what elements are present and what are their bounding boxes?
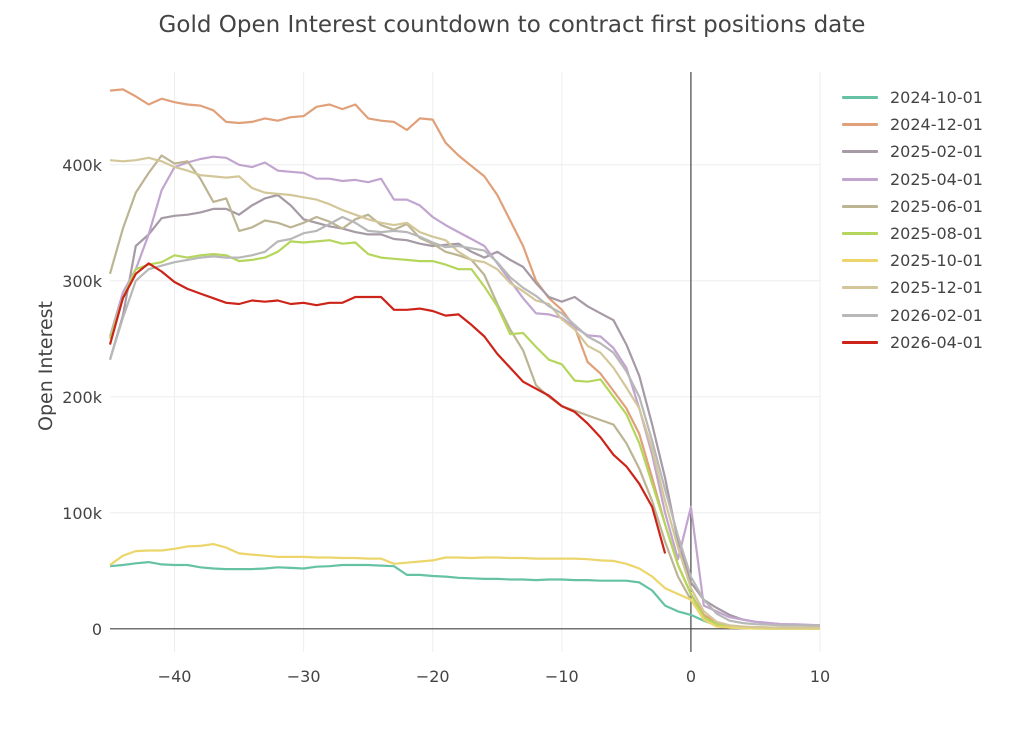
legend-item[interactable]: 2025-06-01: [842, 193, 983, 220]
series-line-2026-02-01: [108, 215, 820, 627]
legend-label: 2024-12-01: [890, 115, 983, 135]
x-tick-label: −20: [416, 667, 450, 686]
legend-item[interactable]: 2025-12-01: [842, 274, 983, 301]
legend-item[interactable]: 2026-04-01: [842, 329, 983, 356]
series-line-2025-10-01: [109, 543, 820, 630]
x-tick-label: 0: [686, 667, 696, 686]
legend-item[interactable]: 2025-10-01: [842, 247, 983, 274]
legend-swatch: [842, 232, 878, 236]
legend-swatch: [842, 96, 878, 100]
y-tick-label: 200k: [62, 388, 103, 407]
legend: 2024-10-01 2024-12-01 2025-02-01 2025-04-01…: [842, 84, 983, 356]
x-axis-ticks: −40 −30 −20 −10 0 10: [158, 667, 831, 686]
legend-label: 2024-10-01: [890, 88, 983, 108]
legend-label: 2025-02-01: [890, 142, 983, 162]
x-tick-label: −40: [158, 667, 192, 686]
legend-label: 2026-02-01: [890, 305, 983, 325]
legend-swatch: [842, 340, 878, 344]
legend-label: 2025-08-01: [890, 224, 983, 244]
series-line-2025-04-01: [108, 155, 821, 627]
series-line-2026-04-01: [108, 262, 667, 554]
legend-label: 2025-04-01: [890, 169, 983, 189]
x-tick-label: −30: [287, 667, 321, 686]
legend-swatch: [842, 150, 878, 154]
legend-item[interactable]: 2024-10-01: [842, 84, 983, 111]
legend-item[interactable]: 2024-12-01: [842, 111, 983, 138]
legend-swatch: [842, 123, 878, 127]
legend-item[interactable]: 2026-02-01: [842, 302, 983, 329]
y-tick-label: 300k: [62, 272, 103, 291]
zero-lines: [110, 72, 820, 652]
y-tick-label: 100k: [62, 504, 103, 523]
legend-label: 2025-06-01: [890, 196, 983, 216]
y-axis-ticks: 0 100k 200k 300k 400k: [62, 156, 103, 639]
series-line-2025-08-01: [108, 239, 820, 629]
series-lines: [108, 88, 821, 630]
legend-swatch: [842, 177, 878, 181]
y-tick-label: 400k: [62, 156, 103, 175]
series-line-2024-12-01: [109, 88, 820, 629]
legend-label: 2025-12-01: [890, 278, 983, 298]
legend-label: 2025-10-01: [890, 251, 983, 271]
legend-label: 2026-04-01: [890, 332, 983, 352]
y-axis-title: Open Interest: [35, 301, 57, 431]
grid-lines: [110, 72, 821, 652]
series-line-2025-02-01: [108, 193, 820, 627]
series-line-2024-10-01: [109, 561, 820, 630]
x-tick-label: 10: [810, 667, 830, 686]
legend-swatch: [842, 204, 878, 208]
legend-swatch: [842, 259, 878, 263]
series-line-2025-12-01: [109, 156, 820, 629]
legend-item[interactable]: 2025-02-01: [842, 138, 983, 165]
legend-swatch: [842, 313, 878, 317]
chart-title: Gold Open Interest countdown to contract…: [158, 12, 866, 38]
x-tick-label: −10: [545, 667, 579, 686]
legend-item[interactable]: 2025-08-01: [842, 220, 983, 247]
legend-swatch: [842, 286, 878, 290]
legend-item[interactable]: 2025-04-01: [842, 166, 983, 193]
y-tick-label: 0: [92, 620, 102, 639]
